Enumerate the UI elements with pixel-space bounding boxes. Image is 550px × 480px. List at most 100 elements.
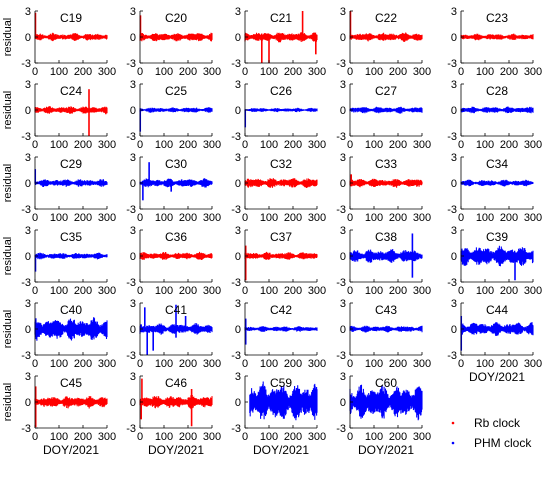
panel-title: C43 <box>375 303 397 317</box>
x-tick-label: 100 <box>365 358 383 370</box>
x-tick-label: 300 <box>98 358 116 370</box>
y-tick-label: 3 <box>451 79 457 91</box>
panel-title: C40 <box>60 303 82 317</box>
x-tick-label: 0 <box>32 212 38 224</box>
x-tick-label: 300 <box>413 358 431 370</box>
y-tick-label: 0 <box>130 178 136 190</box>
x-tick-label: 0 <box>137 431 143 443</box>
x-tick-label: 300 <box>413 66 431 78</box>
x-tick-label: 200 <box>284 66 302 78</box>
x-tick-label: 100 <box>476 285 494 297</box>
x-tick-label: 200 <box>500 66 518 78</box>
panel-title: C37 <box>270 230 292 244</box>
y-tick-label: 3 <box>25 79 31 91</box>
y-tick-label: -3 <box>447 204 457 216</box>
y-tick-label: 0 <box>340 105 346 117</box>
y-axis-label: residual <box>2 18 14 57</box>
y-tick-label: -3 <box>21 350 31 362</box>
x-tick-label: 0 <box>137 212 143 224</box>
panel-title: C21 <box>270 11 292 25</box>
x-tick-label: 300 <box>524 358 542 370</box>
x-tick-label: 100 <box>155 212 173 224</box>
y-tick-label: 0 <box>25 178 31 190</box>
x-tick-label: 0 <box>32 431 38 443</box>
x-tick-label: 200 <box>284 358 302 370</box>
x-tick-label: 100 <box>155 285 173 297</box>
x-tick-label: 300 <box>308 431 326 443</box>
y-tick-label: -3 <box>336 423 346 435</box>
x-tick-label: 0 <box>347 139 353 151</box>
legend-label-rb: Rb clock <box>474 416 521 430</box>
y-tick-label: -3 <box>447 277 457 289</box>
residual-trace-c46 <box>139 395 213 410</box>
y-tick-label: -3 <box>336 58 346 70</box>
x-tick-label: 200 <box>74 66 92 78</box>
panel-title: C42 <box>270 303 292 317</box>
residual-trace-c21 <box>244 32 318 43</box>
panel-title: C36 <box>165 230 187 244</box>
x-tick-label: 200 <box>74 139 92 151</box>
x-tick-label: 300 <box>524 285 542 297</box>
residual-trace-c37 <box>244 251 318 260</box>
x-tick-label: 200 <box>74 285 92 297</box>
x-tick-label: 100 <box>260 431 278 443</box>
residual-trace-c29 <box>34 179 108 187</box>
x-tick-label: 0 <box>242 66 248 78</box>
x-tick-label: 200 <box>389 212 407 224</box>
x-tick-label: 200 <box>389 66 407 78</box>
panel-title: C59 <box>270 376 292 390</box>
y-tick-label: 0 <box>340 178 346 190</box>
x-tick-label: 300 <box>413 431 431 443</box>
residual-trace-c24 <box>34 106 108 115</box>
residual-trace-c38 <box>349 249 423 263</box>
y-tick-label: 3 <box>130 371 136 383</box>
x-tick-label: 200 <box>284 139 302 151</box>
y-tick-label: 3 <box>130 6 136 18</box>
y-tick-label: 0 <box>451 105 457 117</box>
y-tick-label: 0 <box>25 324 31 336</box>
legend-label-phm: PHM clock <box>474 436 532 450</box>
residual-trace-c59 <box>249 381 318 421</box>
y-tick-label: 0 <box>451 251 457 263</box>
x-tick-label: 100 <box>476 66 494 78</box>
x-tick-label: 0 <box>242 139 248 151</box>
y-tick-label: -3 <box>126 423 136 435</box>
x-tick-label: 200 <box>74 358 92 370</box>
y-tick-label: 3 <box>340 371 346 383</box>
y-tick-label: -3 <box>231 350 241 362</box>
residual-trace-c43 <box>349 325 423 333</box>
y-tick-label: -3 <box>447 58 457 70</box>
x-tick-label: 200 <box>179 139 197 151</box>
x-tick-label: 300 <box>98 212 116 224</box>
x-tick-label: 0 <box>347 212 353 224</box>
residual-trace-c20 <box>139 32 213 42</box>
x-tick-label: 0 <box>347 431 353 443</box>
y-axis-label: residual <box>2 383 14 422</box>
x-tick-label: 300 <box>98 285 116 297</box>
x-tick-label: 0 <box>347 66 353 78</box>
x-axis-label: DOY/2021 <box>253 443 309 457</box>
x-tick-label: 0 <box>242 285 248 297</box>
x-tick-label: 300 <box>308 285 326 297</box>
y-tick-label: 0 <box>130 32 136 44</box>
x-tick-label: 300 <box>413 212 431 224</box>
y-tick-label: 3 <box>340 152 346 164</box>
panel-title: C44 <box>486 303 508 317</box>
x-tick-label: 200 <box>500 212 518 224</box>
y-tick-label: 0 <box>235 397 241 409</box>
x-tick-label: 300 <box>203 66 221 78</box>
x-tick-label: 100 <box>50 358 68 370</box>
y-tick-label: -3 <box>231 423 241 435</box>
y-tick-label: 3 <box>130 225 136 237</box>
y-tick-label: -3 <box>336 350 346 362</box>
y-tick-label: 3 <box>451 6 457 18</box>
panel-title: C28 <box>486 84 508 98</box>
y-tick-label: -3 <box>336 277 346 289</box>
y-tick-label: 3 <box>451 298 457 310</box>
